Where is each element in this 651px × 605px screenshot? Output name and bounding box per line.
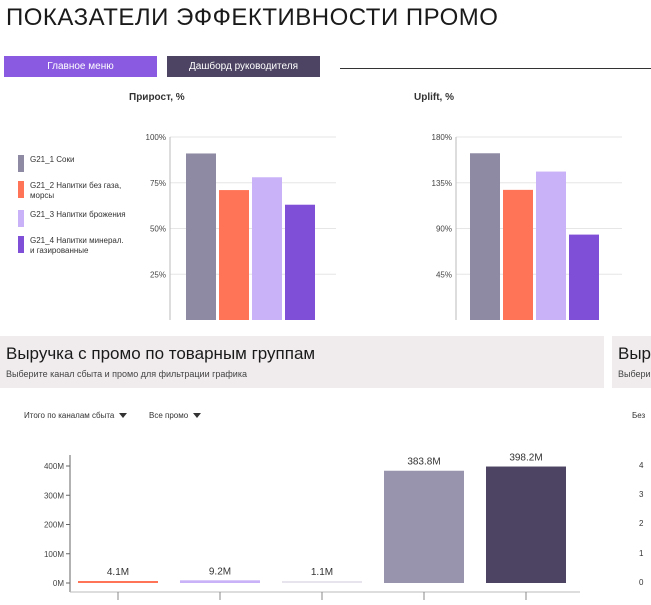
legend-item[interactable]: G21_3 Напитки брожения [18, 210, 128, 227]
growth-bar [186, 153, 216, 320]
uplift-tick-label: 135% [432, 179, 452, 188]
right-tick-label: 3 [639, 490, 644, 499]
revenue-tick-label: 200M [44, 521, 64, 530]
promo-filter-value: Все промо [149, 411, 189, 420]
revenue-bar [282, 581, 362, 583]
right-section-title: Выр [618, 344, 651, 363]
growth-bar [252, 177, 282, 320]
right-section-subtitle: Выбери [618, 369, 651, 379]
revenue-value-label: 9.2M [209, 566, 231, 577]
uplift-tick-label: 45% [436, 270, 452, 279]
caret-down-icon [119, 413, 128, 418]
growth-tick-label: 100% [146, 133, 166, 142]
legend-label: G21_2 Напитки без газа, морсы [30, 181, 122, 200]
caret-down-icon [193, 413, 202, 418]
legend-item[interactable]: G21_4 Напитки минерал. и газированные [18, 236, 128, 256]
revenue-value-label: 383.8M [407, 457, 440, 468]
page-title: ПОКАЗАТЕЛИ ЭФФЕКТИВНОСТИ ПРОМО [6, 4, 499, 31]
revenue-value-label: 1.1M [311, 567, 333, 578]
growth-tick-label: 25% [150, 270, 166, 279]
legend-item[interactable]: G21_1 Соки [18, 155, 128, 172]
uplift-chart-title: Uplift, % [414, 92, 454, 103]
uplift-bar [536, 171, 566, 320]
revenue-tick-label: 300M [44, 491, 64, 500]
revenue-tick-label: 100M [44, 550, 64, 559]
legend-item[interactable]: G21_2 Напитки без газа, морсы [18, 181, 128, 201]
right-tick-label: 2 [639, 519, 644, 528]
section-subtitle: Выберите канал сбыта и промо для фильтра… [6, 369, 247, 379]
right-tick-label: 4 [639, 461, 644, 470]
legend-swatch [18, 210, 24, 227]
revenue-value-label: 398.2M [509, 453, 542, 464]
right-filter-partial[interactable]: Без [632, 411, 646, 420]
main-menu-button[interactable]: Главное меню [4, 56, 157, 77]
revenue-bar [486, 466, 566, 583]
uplift-tick-label: 90% [436, 225, 452, 234]
channel-filter-dropdown[interactable]: Итого по каналам сбыта [24, 411, 128, 420]
growth-chart-title: Прирост, % [129, 92, 185, 103]
revenue-tick-label: 0M [53, 579, 64, 588]
legend-label: G21_1 Соки [30, 155, 75, 164]
revenue-tick-label: 400M [44, 462, 64, 471]
uplift-bar [503, 189, 533, 320]
channel-filter-value: Итого по каналам сбыта [24, 411, 115, 420]
legend-swatch [18, 236, 24, 253]
dashboard-button[interactable]: Дашборд руководителя [167, 56, 320, 77]
uplift-bar [569, 234, 599, 320]
growth-bar [219, 190, 249, 320]
right-section-header: Выр Выбери [612, 336, 651, 388]
right-tick-label: 0 [639, 578, 644, 587]
revenue-section-header: Выручка с промо по товарным группам Выбе… [0, 336, 604, 388]
chart-legend: G21_1 Соки G21_2 Напитки без газа, морсы… [18, 155, 128, 265]
legend-label: G21_3 Напитки брожения [30, 210, 126, 219]
right-tick-label: 1 [639, 549, 644, 558]
legend-label: G21_4 Напитки минерал. и газированные [30, 236, 124, 255]
uplift-tick-label: 180% [432, 133, 452, 142]
growth-tick-label: 75% [150, 179, 166, 188]
revenue-bar [384, 470, 464, 583]
revenue-value-label: 4.1M [107, 567, 129, 578]
revenue-bar [180, 580, 260, 583]
growth-bar [285, 204, 315, 320]
revenue-bar [78, 581, 158, 583]
header-divider [340, 68, 651, 69]
section-title: Выручка с промо по товарным группам [6, 344, 316, 363]
legend-swatch [18, 181, 24, 198]
uplift-bar [470, 153, 500, 320]
promo-filter-dropdown[interactable]: Все промо [149, 411, 202, 420]
legend-swatch [18, 155, 24, 172]
growth-tick-label: 50% [150, 225, 166, 234]
